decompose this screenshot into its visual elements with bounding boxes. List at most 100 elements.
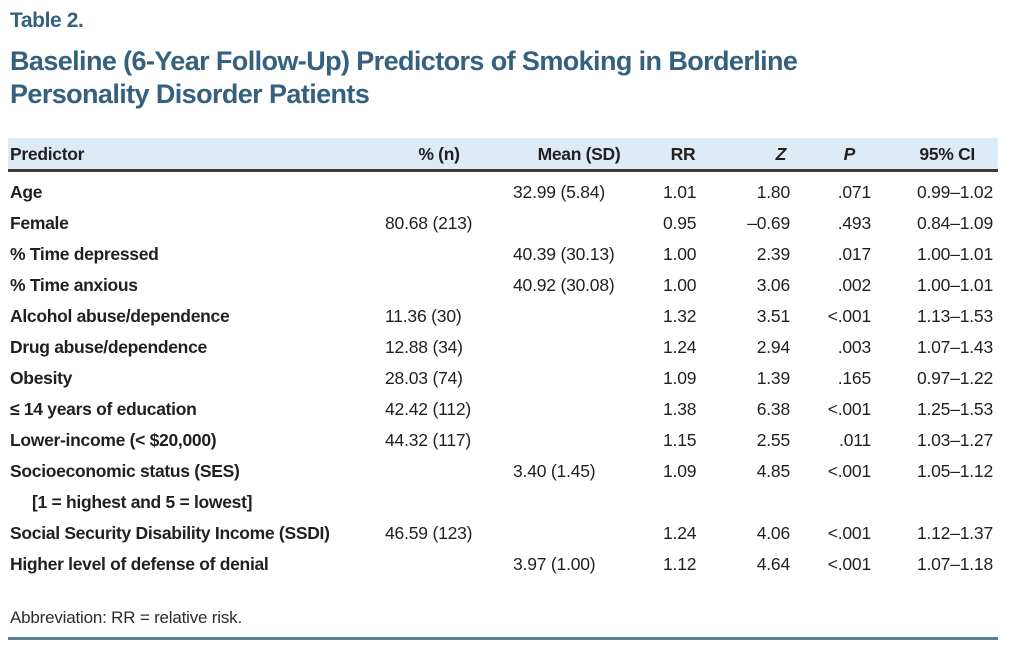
cell-p: .011: [839, 430, 871, 450]
column-header-p: P: [843, 144, 856, 164]
cell-predictor: Social Security Disability Income (SSDI): [10, 523, 330, 543]
cell-mean-sd: 3.40 (1.45): [513, 461, 596, 481]
cell-z: 1.39: [756, 368, 790, 388]
predictor-sub-line: [1 = highest and 5 = lowest]: [32, 492, 253, 512]
cell-pct-n: 28.03 (74): [385, 368, 463, 388]
cell-predictor: Socioeconomic status (SES) [1 = highest a…: [8, 456, 385, 518]
cell-z: 3.06: [756, 275, 790, 295]
abbreviation-footnote: Abbreviation: RR = relative risk.: [10, 608, 242, 627]
cell-pct-n: 42.42 (112): [385, 399, 472, 419]
table-body: Age 32.99 (5.84) 1.01 1.80 .071 0.99–1.02 Fema…: [8, 172, 998, 580]
cell-predictor: Drug abuse/dependence: [10, 337, 207, 357]
cell-rr: 1.38: [663, 399, 697, 419]
cell-predictor: Alcohol abuse/dependence: [10, 306, 230, 326]
cell-ci: 1.03–1.27: [916, 430, 993, 450]
table-title: Baseline (6-Year Follow-Up) Predictors o…: [10, 45, 1016, 111]
cell-z: 6.38: [756, 399, 790, 419]
cell-ci: 1.25–1.53: [916, 399, 993, 419]
bottom-rule: [8, 637, 998, 640]
cell-predictor: Lower-income (< $20,000): [10, 430, 217, 450]
cell-rr: 1.09: [663, 461, 697, 481]
cell-ci: 1.07–1.43: [916, 337, 993, 357]
column-header-95ci: 95% CI: [919, 144, 975, 164]
cell-pct-n: 12.88 (34): [385, 337, 463, 357]
column-header-pct-n: % (n): [418, 144, 460, 164]
table-row: Age 32.99 (5.84) 1.01 1.80 .071 0.99–1.02: [8, 177, 998, 208]
cell-ci: 1.07–1.18: [916, 554, 993, 574]
table-title-line-2: Personality Disorder Patients: [10, 79, 370, 109]
cell-rr: 1.00: [663, 244, 697, 264]
cell-z: 4.85: [756, 461, 790, 481]
cell-z: –0.69: [747, 213, 790, 233]
cell-ci: 1.12–1.37: [916, 523, 993, 543]
column-header-mean-sd: Mean (SD): [537, 144, 621, 164]
table-row: Lower-income (< $20,000) 44.32 (117) 1.15 2…: [8, 425, 998, 456]
cell-p: .071: [837, 182, 871, 202]
predictor-main-line: Socioeconomic status (SES): [10, 461, 240, 481]
table-row: Higher level of defense of denial 3.97 (1…: [8, 549, 998, 580]
table-row: Drug abuse/dependence 12.88 (34) 1.24 2.94.…: [8, 332, 998, 363]
table-header-row: Predictor % (n) Mean (SD) RR Z P 95% CI: [8, 138, 998, 172]
cell-predictor: % Time depressed: [10, 244, 159, 264]
cell-pct-n: 46.59 (123): [385, 523, 473, 543]
column-header-predictor: Predictor: [10, 144, 85, 164]
cell-rr: 1.09: [663, 368, 697, 388]
cell-rr: 1.01: [663, 182, 697, 202]
cell-p: <.001: [827, 523, 871, 543]
cell-predictor: Obesity: [10, 368, 73, 388]
column-header-z: Z: [775, 144, 787, 164]
table-row: % Time anxious 40.92 (30.08) 1.00 3.06 .002 1…: [8, 270, 998, 301]
cell-p: .017: [837, 244, 871, 264]
cell-z: 2.55: [756, 430, 790, 450]
table-number-label: Table 2.: [10, 9, 84, 32]
cell-rr: 1.00: [663, 275, 697, 295]
cell-mean-sd: 3.97 (1.00): [513, 554, 596, 574]
cell-z: 2.94: [756, 337, 790, 357]
cell-p: .493: [837, 213, 871, 233]
table-row: % Time depressed 40.39 (30.13) 1.00 2.39 .01…: [8, 239, 998, 270]
cell-ci: 1.00–1.01: [916, 275, 993, 295]
cell-pct-n: 44.32 (117): [385, 430, 472, 450]
cell-p: .165: [837, 368, 871, 388]
cell-predictor: Higher level of defense of denial: [10, 554, 269, 574]
cell-ci: 0.97–1.22: [916, 368, 993, 388]
cell-mean-sd: 32.99 (5.84): [513, 182, 605, 202]
cell-predictor: % Time anxious: [10, 275, 138, 295]
table-row: Social Security Disability Income (SSDI)…: [8, 518, 998, 549]
cell-mean-sd: 40.92 (30.08): [513, 275, 615, 295]
table-row: ≤ 14 years of education 42.42 (112) 1.38 6.…: [8, 394, 998, 425]
cell-rr: 1.24: [663, 523, 697, 543]
cell-p: .003: [837, 337, 871, 357]
cell-predictor: ≤ 14 years of education: [10, 399, 197, 419]
cell-ci: 0.84–1.09: [916, 213, 993, 233]
table-row: Alcohol abuse/dependence 11.36 (30) 1.32 3.…: [8, 301, 998, 332]
cell-rr: 1.24: [663, 337, 697, 357]
cell-z: 4.06: [756, 523, 790, 543]
cell-ci: 1.05–1.12: [916, 461, 993, 481]
cell-ci: 1.00–1.01: [916, 244, 993, 264]
cell-rr: 1.32: [663, 306, 697, 326]
table-row: Female 80.68 (213) 0.95 –0.69 .493 0.84–1.09: [8, 208, 998, 239]
cell-predictor: Female: [10, 213, 69, 233]
cell-rr: 1.12: [663, 554, 697, 574]
table-title-line-1: Baseline (6-Year Follow-Up) Predictors o…: [10, 46, 798, 76]
table-row: Socioeconomic status (SES) [1 = highest a…: [8, 456, 998, 518]
cell-pct-n: 11.36 (30): [385, 306, 462, 326]
cell-rr: 0.95: [663, 213, 697, 233]
cell-predictor: Age: [10, 182, 43, 202]
cell-z: 2.39: [756, 244, 790, 264]
cell-ci: 1.13–1.53: [916, 306, 993, 326]
column-header-rr: RR: [670, 144, 696, 164]
cell-z: 3.51: [756, 306, 790, 326]
cell-p: <.001: [827, 306, 871, 326]
table-row: Obesity 28.03 (74) 1.09 1.39 .165 0.97–1.22: [8, 363, 998, 394]
cell-p: <.001: [827, 461, 871, 481]
cell-p: <.001: [827, 554, 871, 574]
statistics-table: Predictor % (n) Mean (SD) RR Z P 95% CI …: [8, 138, 998, 580]
cell-pct-n: 80.68 (213): [385, 213, 473, 233]
cell-z: 4.64: [756, 554, 790, 574]
cell-z: 1.80: [756, 182, 790, 202]
cell-ci: 0.99–1.02: [916, 182, 993, 202]
cell-rr: 1.15: [663, 430, 697, 450]
